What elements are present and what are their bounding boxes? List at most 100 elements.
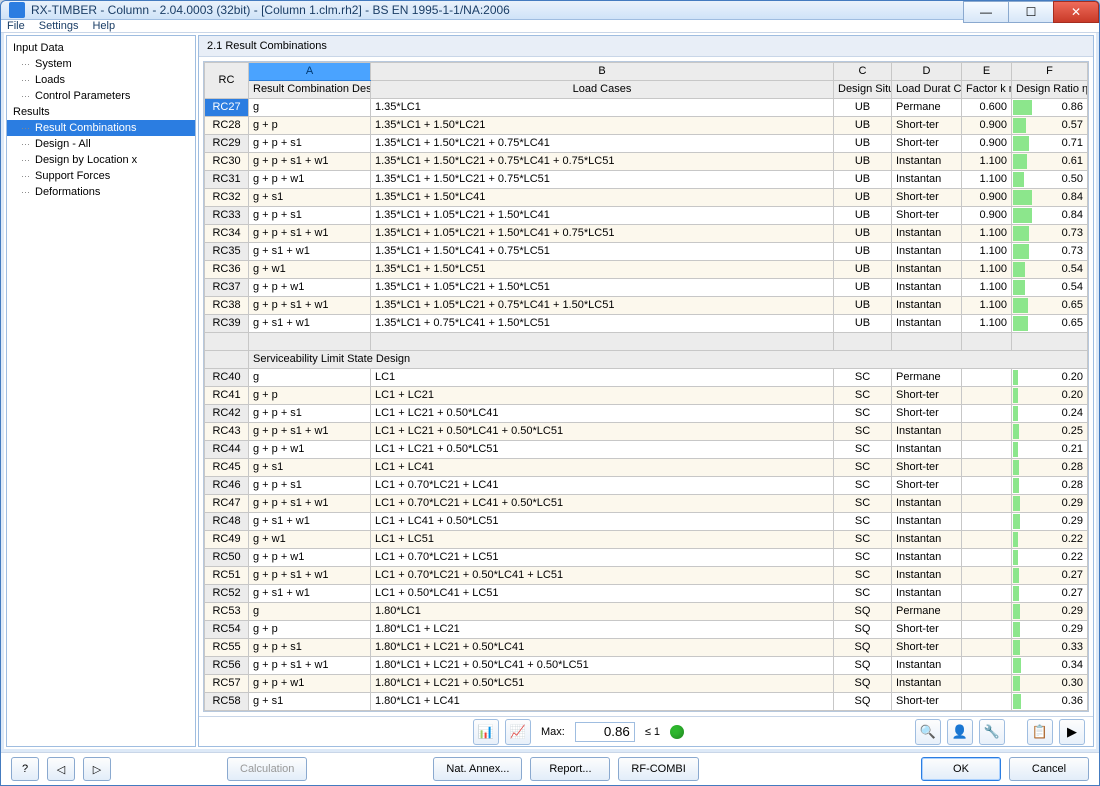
ldc-cell[interactable]: Instantan <box>892 567 962 585</box>
col-c-sub[interactable]: Design Situation <box>834 81 892 99</box>
tree-root[interactable]: Input Data <box>7 40 195 56</box>
cases-cell[interactable]: 1.35*LC1 + 1.50*LC21 + 0.75*LC41 <box>371 135 834 153</box>
table-row[interactable]: RC27g1.35*LC1UBPermane0.6000.86 <box>205 99 1088 117</box>
cases-cell[interactable]: 1.35*LC1 + 1.50*LC41 + 0.75*LC51 <box>371 243 834 261</box>
table-row[interactable]: RC57g + p + w11.80*LC1 + LC21 + 0.50*LC5… <box>205 675 1088 693</box>
ldc-cell[interactable]: Instantan <box>892 513 962 531</box>
ldc-cell[interactable]: Instantan <box>892 279 962 297</box>
help-button[interactable]: ? <box>11 757 39 781</box>
sit-cell[interactable]: SC <box>834 459 892 477</box>
tree-item[interactable]: Loads <box>7 72 195 88</box>
ratio-cell[interactable]: 0.33 <box>1012 639 1088 657</box>
sit-cell[interactable]: UB <box>834 117 892 135</box>
ratio-cell[interactable]: 0.57 <box>1012 117 1088 135</box>
ratio-cell[interactable]: 0.29 <box>1012 513 1088 531</box>
rc-cell[interactable]: RC55 <box>205 639 249 657</box>
rc-cell[interactable]: RC32 <box>205 189 249 207</box>
tree-root[interactable]: Results <box>7 104 195 120</box>
ldc-cell[interactable]: Instantan <box>892 423 962 441</box>
ldc-cell[interactable]: Short-ter <box>892 621 962 639</box>
desc-cell[interactable]: g + p + s1 + w1 <box>249 567 371 585</box>
sit-cell[interactable]: UB <box>834 189 892 207</box>
desc-cell[interactable]: g + s1 + w1 <box>249 315 371 333</box>
cases-cell[interactable]: LC1 + LC41 + 0.50*LC51 <box>371 513 834 531</box>
table-row[interactable] <box>205 333 1088 351</box>
ldc-cell[interactable]: Short-ter <box>892 117 962 135</box>
desc-cell[interactable]: g + p <box>249 621 371 639</box>
sit-cell[interactable]: UB <box>834 297 892 315</box>
rc-cell[interactable]: RC47 <box>205 495 249 513</box>
cases-cell[interactable]: 1.35*LC1 + 1.50*LC21 + 0.75*LC41 + 0.75*… <box>371 153 834 171</box>
minimize-button[interactable]: — <box>963 1 1009 23</box>
cases-cell[interactable]: LC1 + LC21 + 0.50*LC41 + 0.50*LC51 <box>371 423 834 441</box>
cases-cell[interactable]: LC1 + 0.70*LC21 + LC51 <box>371 549 834 567</box>
table-row[interactable]: RC35g + s1 + w11.35*LC1 + 1.50*LC41 + 0.… <box>205 243 1088 261</box>
sit-cell[interactable]: SC <box>834 387 892 405</box>
sit-cell[interactable]: UB <box>834 315 892 333</box>
cases-cell[interactable]: 1.80*LC1 + LC21 + 0.50*LC41 + 0.50*LC51 <box>371 657 834 675</box>
desc-cell[interactable]: g + s1 <box>249 693 371 711</box>
rc-cell[interactable]: RC54 <box>205 621 249 639</box>
cases-cell[interactable]: LC1 + 0.50*LC41 + LC51 <box>371 585 834 603</box>
filter-2-icon[interactable]: 📈 <box>505 719 531 745</box>
col-d[interactable]: D <box>892 63 962 81</box>
table-row[interactable]: RC28g + p1.35*LC1 + 1.50*LC21UBShort-ter… <box>205 117 1088 135</box>
desc-cell[interactable]: g + p + s1 <box>249 639 371 657</box>
cases-cell[interactable]: LC1 + LC21 <box>371 387 834 405</box>
table-row[interactable]: RC30g + p + s1 + w11.35*LC1 + 1.50*LC21 … <box>205 153 1088 171</box>
desc-cell[interactable]: g + p + s1 + w1 <box>249 153 371 171</box>
kmod-cell[interactable]: 1.100 <box>962 261 1012 279</box>
table-row[interactable]: RC32g + s11.35*LC1 + 1.50*LC41UBShort-te… <box>205 189 1088 207</box>
col-b-sub[interactable]: Load Cases <box>371 81 834 99</box>
ldc-cell[interactable]: Instantan <box>892 675 962 693</box>
ratio-cell[interactable]: 0.73 <box>1012 243 1088 261</box>
sit-cell[interactable]: UB <box>834 99 892 117</box>
col-a-sub[interactable]: Result Combination Description <box>249 81 371 99</box>
kmod-cell[interactable] <box>962 441 1012 459</box>
ratio-cell[interactable]: 0.24 <box>1012 405 1088 423</box>
desc-cell[interactable]: g <box>249 99 371 117</box>
table-row[interactable]: RC52g + s1 + w1LC1 + 0.50*LC41 + LC51SCI… <box>205 585 1088 603</box>
desc-cell[interactable]: g + p + s1 <box>249 405 371 423</box>
desc-cell[interactable]: g + p <box>249 387 371 405</box>
tree-item[interactable]: Deformations <box>7 184 195 200</box>
desc-cell[interactable]: g + p + w1 <box>249 441 371 459</box>
ratio-cell[interactable]: 0.29 <box>1012 603 1088 621</box>
ldc-cell[interactable]: Short-ter <box>892 135 962 153</box>
rc-cell[interactable]: RC37 <box>205 279 249 297</box>
desc-cell[interactable]: g + s1 <box>249 189 371 207</box>
ratio-cell[interactable]: 0.29 <box>1012 495 1088 513</box>
rc-cell[interactable]: RC48 <box>205 513 249 531</box>
kmod-cell[interactable]: 0.600 <box>962 99 1012 117</box>
rc-cell[interactable]: RC40 <box>205 369 249 387</box>
cases-cell[interactable]: 1.80*LC1 + LC21 <box>371 621 834 639</box>
kmod-cell[interactable] <box>962 657 1012 675</box>
ldc-cell[interactable]: Instantan <box>892 549 962 567</box>
kmod-cell[interactable]: 1.100 <box>962 315 1012 333</box>
cases-cell[interactable]: LC1 + 0.70*LC21 + 0.50*LC41 + LC51 <box>371 567 834 585</box>
cases-cell[interactable]: 1.80*LC1 + LC21 + 0.50*LC51 <box>371 675 834 693</box>
menu-settings[interactable]: Settings <box>39 20 79 32</box>
sit-cell[interactable]: UB <box>834 135 892 153</box>
rf-combi-button[interactable]: RF-COMBI <box>618 757 698 781</box>
table-row[interactable]: RC38g + p + s1 + w11.35*LC1 + 1.05*LC21 … <box>205 297 1088 315</box>
col-e-sub[interactable]: Factor k mod <box>962 81 1012 99</box>
ldc-cell[interactable]: Instantan <box>892 153 962 171</box>
kmod-cell[interactable] <box>962 603 1012 621</box>
kmod-cell[interactable] <box>962 675 1012 693</box>
ldc-cell[interactable]: Short-ter <box>892 207 962 225</box>
kmod-cell[interactable]: 1.100 <box>962 297 1012 315</box>
rc-cell[interactable]: RC31 <box>205 171 249 189</box>
table-row[interactable]: RC54g + p1.80*LC1 + LC21SQShort-ter0.29 <box>205 621 1088 639</box>
rc-cell[interactable]: RC30 <box>205 153 249 171</box>
desc-cell[interactable]: g + s1 + w1 <box>249 243 371 261</box>
desc-cell[interactable]: g + p + w1 <box>249 549 371 567</box>
table-row[interactable]: RC40gLC1SCPermane0.20 <box>205 369 1088 387</box>
desc-cell[interactable]: g + s1 + w1 <box>249 585 371 603</box>
table-row[interactable]: Serviceability Limit State Design <box>205 351 1088 369</box>
export-icon[interactable]: 📋 <box>1027 719 1053 745</box>
sit-cell[interactable]: SQ <box>834 693 892 711</box>
menu-file[interactable]: File <box>7 20 25 32</box>
ratio-cell[interactable]: 0.27 <box>1012 585 1088 603</box>
ratio-cell[interactable]: 0.34 <box>1012 657 1088 675</box>
